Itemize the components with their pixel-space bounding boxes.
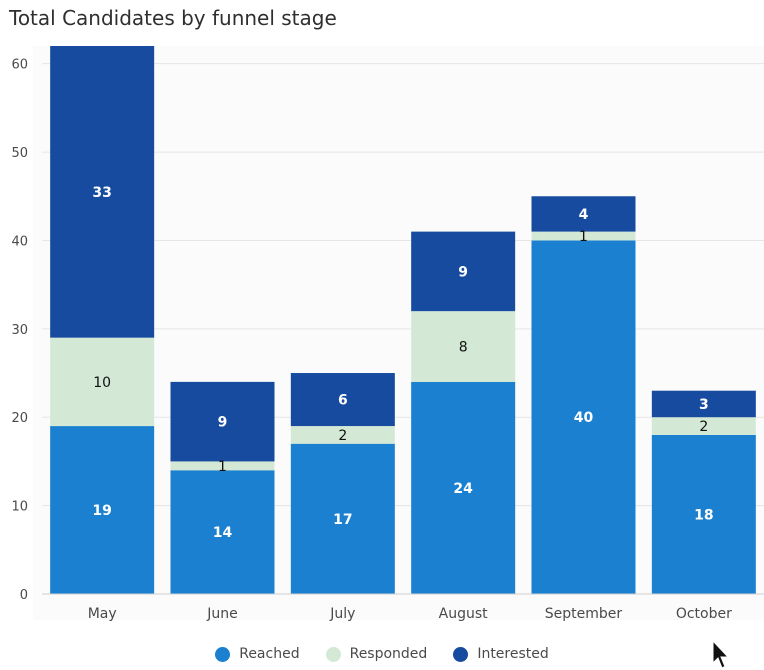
data-label-reached-august: 24: [453, 481, 473, 497]
mouse-pointer-icon: [712, 640, 730, 669]
legend-label-responded: Responded: [349, 646, 428, 662]
legend-label-interested: Interested: [477, 646, 549, 662]
y-tick-label-60: 60: [11, 58, 28, 73]
y-tick-label-0: 0: [20, 588, 28, 603]
bar-interested-october: [651, 390, 756, 418]
data-label-interested-may: 33: [92, 185, 111, 201]
bar-reached-may: [50, 426, 155, 594]
bars: [50, 46, 756, 595]
x-tick-label-may: May: [88, 606, 117, 622]
bar-reached-june: [170, 470, 275, 594]
bar-interested-june: [170, 381, 275, 462]
y-tick-label-30: 30: [11, 323, 28, 338]
bar-reached-october: [651, 434, 756, 594]
legend-item-interested[interactable]: Interested: [453, 646, 549, 662]
grid-lines: [42, 63, 764, 507]
legend-item-responded[interactable]: Responded: [325, 646, 428, 662]
y-tick-label-40: 40: [11, 234, 28, 249]
legend-swatch-interested: [453, 646, 469, 662]
bar-reached-july: [290, 443, 395, 594]
bar-responded-september: [531, 231, 636, 241]
x-tick-label-september: September: [545, 606, 623, 622]
data-label-responded-july: 2: [338, 428, 347, 444]
data-label-responded-september: 1: [579, 229, 588, 245]
data-label-interested-june: 9: [218, 415, 228, 431]
y-tick-label-20: 20: [11, 411, 28, 426]
x-tick-label-october: October: [676, 606, 732, 622]
bar-interested-august: [411, 231, 516, 312]
bar-responded-may: [50, 337, 155, 427]
data-label-interested-august: 9: [458, 264, 468, 280]
legend-item-reached[interactable]: Reached: [215, 646, 300, 662]
y-tick-label-50: 50: [11, 146, 28, 161]
data-label-responded-august: 8: [459, 340, 468, 356]
data-label-reached-july: 17: [333, 512, 352, 528]
data-label-interested-july: 6: [338, 393, 348, 409]
data-label-interested-september: 4: [579, 207, 589, 223]
y-tick-label-10: 10: [11, 500, 28, 515]
data-label-responded-october: 2: [699, 419, 708, 435]
data-label-interested-october: 3: [699, 397, 709, 413]
bar-interested-may: [50, 46, 155, 338]
data-label-reached-may: 19: [92, 503, 111, 519]
bar-responded-june: [170, 461, 275, 471]
bar-reached-september: [531, 240, 636, 595]
data-label-responded-may: 10: [93, 375, 111, 391]
data-label-responded-june: 1: [218, 459, 227, 475]
legend-label-reached: Reached: [239, 646, 300, 662]
x-tick-label-june: June: [206, 606, 238, 622]
data-label-reached-june: 14: [213, 525, 233, 541]
bar-interested-september: [531, 196, 636, 232]
bar-reached-august: [411, 381, 516, 594]
x-tick-label-august: August: [439, 606, 489, 622]
legend-swatch-reached: [215, 646, 231, 662]
legend: Reached Responded Interested: [0, 643, 764, 665]
axes: 0 10 20 30 40 50 60 May June July August September O…: [11, 58, 764, 622]
bar-responded-october: [651, 417, 756, 435]
chart-title: Total Candidates by funnel stage: [9, 6, 337, 30]
bar-responded-august: [411, 311, 516, 382]
data-label-reached-october: 18: [694, 507, 713, 523]
bar-responded-july: [290, 426, 395, 444]
plot-background: [33, 46, 764, 620]
legend-swatch-responded: [325, 646, 341, 662]
data-label-reached-september: 40: [574, 410, 594, 426]
x-tick-label-july: July: [329, 606, 355, 622]
bar-interested-july: [290, 373, 395, 427]
